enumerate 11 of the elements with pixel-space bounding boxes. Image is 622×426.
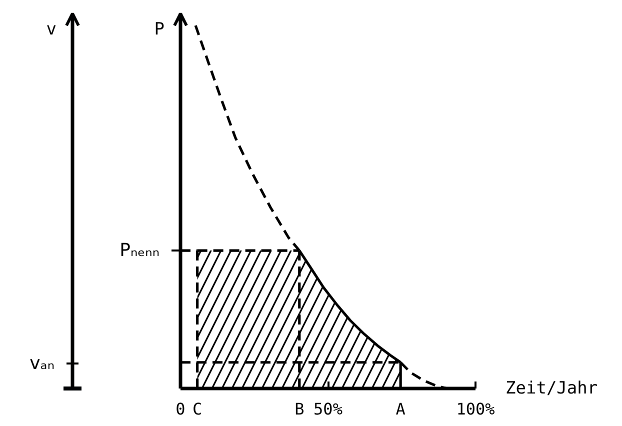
y-axis-title: P xyxy=(154,20,165,40)
x-tick-label: 0 xyxy=(176,400,186,418)
text: vₐₙ xyxy=(30,353,54,374)
x-tick-label: A xyxy=(396,400,406,418)
x-axis-title: Zeit/Jahr xyxy=(506,378,598,398)
x-tick-label: C xyxy=(192,400,202,418)
text: v xyxy=(46,20,57,40)
x-tick-label: B xyxy=(294,400,304,418)
annotation: Pₙₑₙₙ xyxy=(120,240,160,262)
x-tick-label: 50% xyxy=(314,400,343,418)
x-tick-label: 100% xyxy=(456,400,496,418)
